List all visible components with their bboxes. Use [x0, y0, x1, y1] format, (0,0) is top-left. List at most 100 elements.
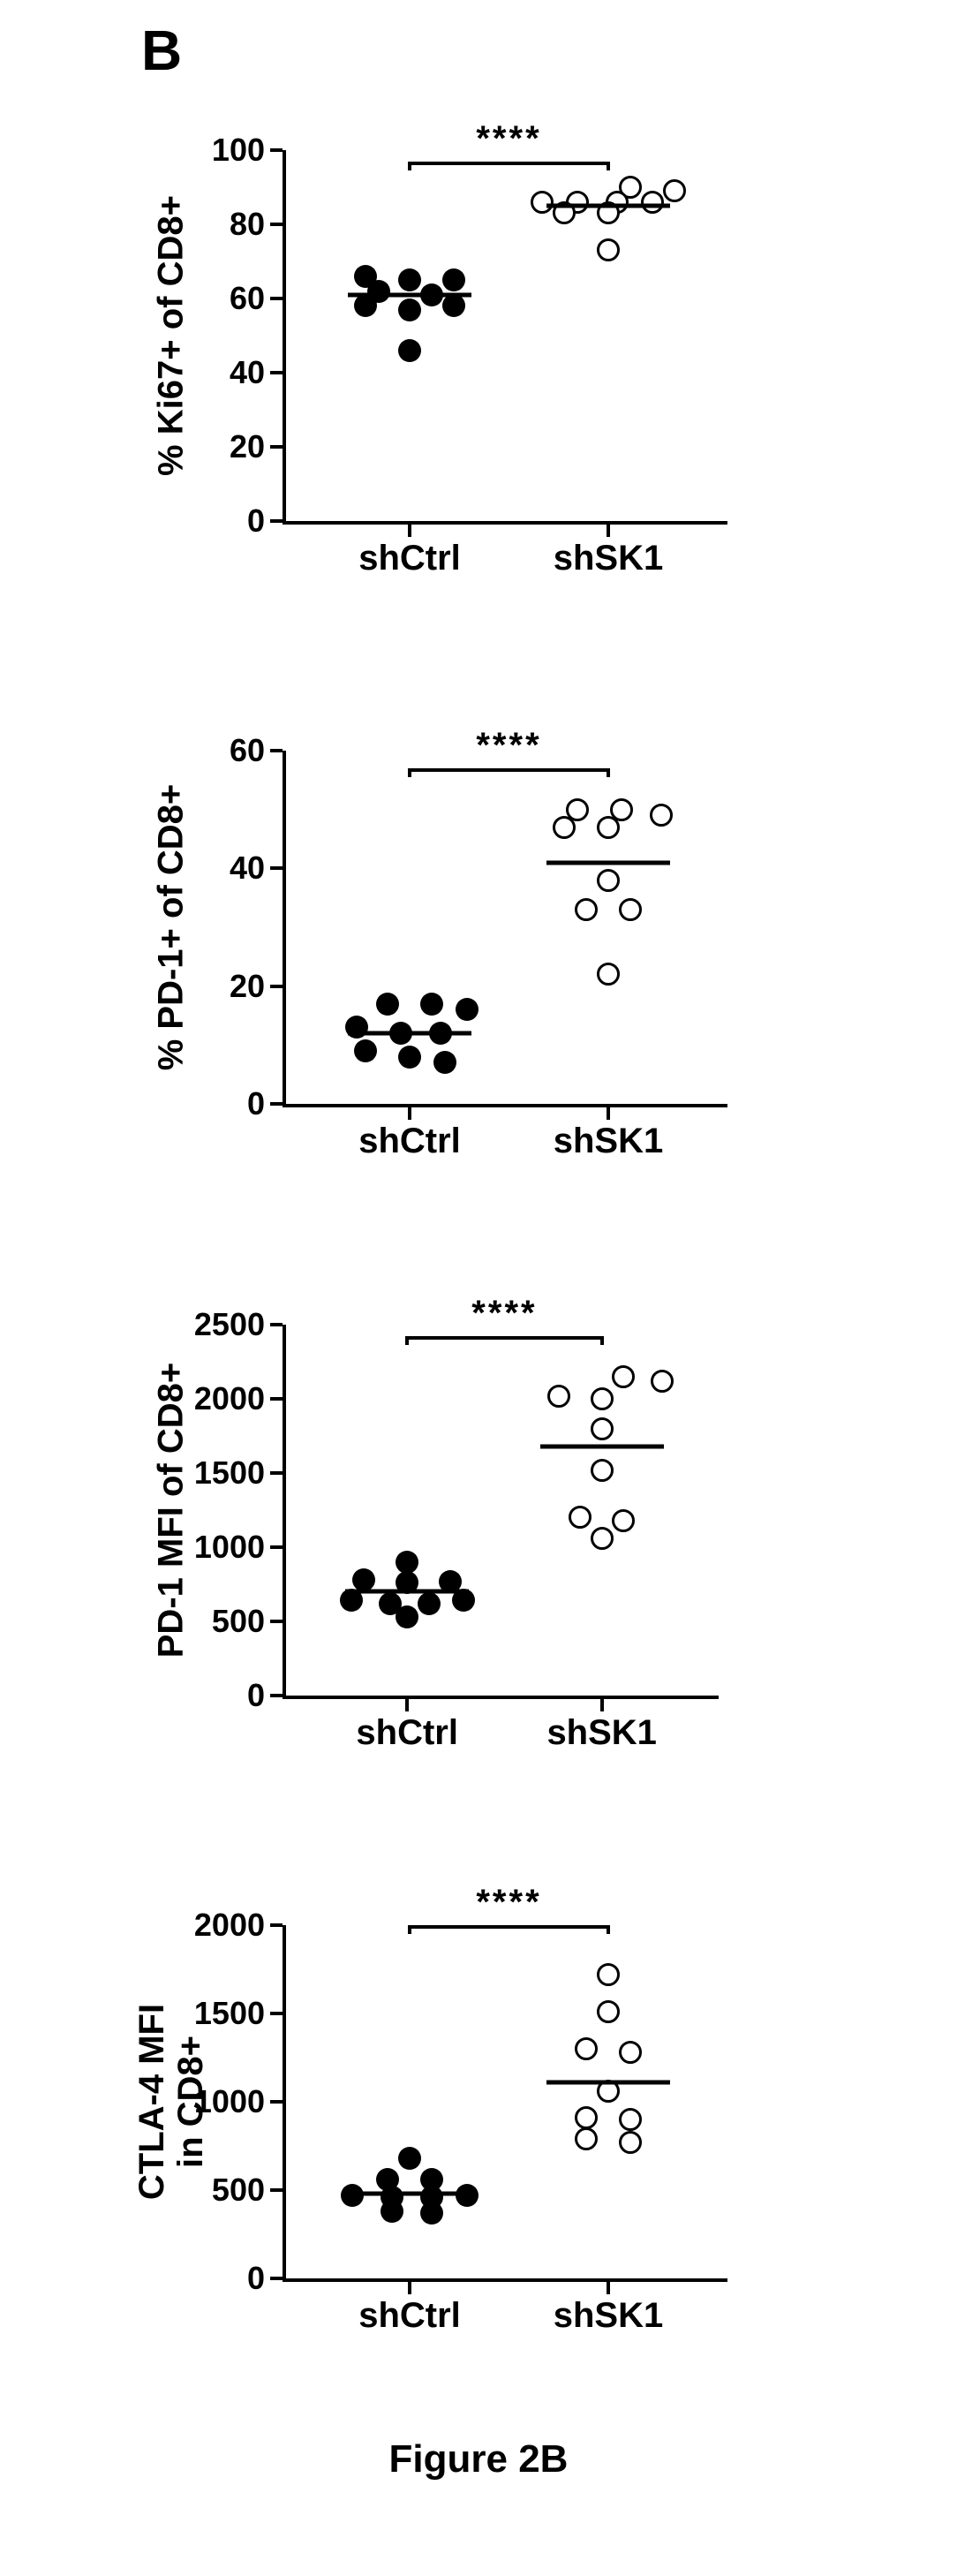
significance-bar-tick — [600, 1336, 604, 1345]
x-tick-label: shCtrl — [358, 2296, 461, 2336]
x-tick-label: shCtrl — [358, 1122, 461, 1161]
data-point — [612, 1509, 635, 1532]
mean-line — [546, 860, 670, 865]
panel-letter: B — [141, 18, 182, 83]
y-tick-label: 80 — [230, 206, 265, 243]
y-axis-label: % PD-1+ of CD8+ — [152, 784, 192, 1071]
data-point — [354, 294, 377, 317]
x-tick-label: shSK1 — [554, 539, 664, 578]
x-tick-label: shSK1 — [554, 2296, 664, 2336]
significance-bar-tick — [607, 1925, 610, 1934]
plot-area: 05001000150020002500shCtrlshSK1PD-1 MFI … — [283, 1325, 719, 1699]
data-point — [651, 1370, 674, 1393]
data-point — [376, 993, 399, 1016]
data-point — [531, 191, 554, 214]
data-point — [398, 1046, 421, 1069]
data-point — [569, 1506, 592, 1529]
data-point — [650, 804, 673, 827]
y-axis-label: % Ki67+ of CD8+ — [152, 195, 192, 476]
y-tick-label: 0 — [247, 502, 265, 540]
y-tick-label: 0 — [247, 1085, 265, 1122]
mean-line — [540, 1444, 664, 1448]
x-tick-label: shSK1 — [546, 1713, 657, 1753]
y-tick-label: 2500 — [194, 1306, 265, 1343]
y-tick — [270, 223, 283, 226]
data-point — [641, 191, 664, 214]
significance-label: **** — [476, 119, 541, 159]
plot-area: 020406080100shCtrlshSK1% Ki67+ of CD8+**… — [283, 150, 727, 525]
y-tick-label: 500 — [212, 2172, 265, 2209]
x-tick-label: shSK1 — [554, 1122, 664, 1161]
data-point — [612, 1365, 635, 1388]
data-point — [597, 963, 620, 986]
y-tick-label: 0 — [247, 1677, 265, 1714]
y-tick — [270, 445, 283, 449]
y-tick — [270, 985, 283, 988]
y-tick — [270, 749, 283, 752]
data-point — [418, 1592, 441, 1615]
y-tick — [270, 2277, 283, 2280]
y-tick — [270, 2100, 283, 2104]
significance-bar-tick — [405, 1336, 409, 1345]
x-tick-label: shCtrl — [358, 539, 461, 578]
data-point — [597, 869, 620, 892]
data-point — [597, 238, 620, 261]
data-point — [354, 1039, 377, 1062]
data-point — [619, 898, 642, 921]
x-tick — [607, 1107, 610, 1120]
data-point — [619, 2131, 642, 2154]
significance-bar — [410, 1925, 608, 1929]
y-tick-label: 1500 — [194, 1454, 265, 1492]
significance-bar-tick — [607, 768, 610, 777]
x-tick — [405, 1699, 409, 1711]
x-tick — [600, 1699, 604, 1711]
y-tick-label: 20 — [230, 968, 265, 1005]
y-tick — [270, 1620, 283, 1623]
y-tick-label: 2000 — [194, 1380, 265, 1417]
data-point — [591, 1417, 614, 1440]
data-point — [575, 2106, 598, 2129]
x-tick — [607, 525, 610, 537]
y-tick — [270, 2188, 283, 2192]
data-point — [396, 1605, 418, 1628]
x-tick — [408, 1107, 411, 1120]
data-point — [442, 268, 465, 291]
data-point — [420, 993, 443, 1016]
data-point — [591, 1527, 614, 1550]
y-tick-label: 40 — [230, 354, 265, 391]
y-tick-label: 2000 — [194, 1907, 265, 1944]
y-tick — [270, 148, 283, 152]
y-tick-label: 0 — [247, 2260, 265, 2297]
y-tick-label: 100 — [212, 132, 265, 169]
significance-bar-tick — [607, 162, 610, 170]
data-point — [591, 1459, 614, 1482]
y-tick-label: 20 — [230, 428, 265, 465]
data-point — [591, 1387, 614, 1410]
x-tick — [607, 2282, 610, 2294]
y-tick-label: 40 — [230, 850, 265, 887]
y-tick — [270, 2012, 283, 2015]
figure-caption: Figure 2B — [258, 2437, 699, 2482]
mean-line — [348, 1031, 471, 1036]
significance-bar — [407, 1336, 602, 1340]
plot-area: 0204060shCtrlshSK1% PD-1+ of CD8+**** — [283, 751, 727, 1107]
mean-line — [546, 204, 670, 208]
y-tick-label: 500 — [212, 1603, 265, 1640]
panel-ki67: 020406080100shCtrlshSK1% Ki67+ of CD8+**… — [124, 150, 742, 525]
panel-ctla4: 0500100015002000shCtrlshSK1CTLA-4 MFIin … — [124, 1925, 742, 2282]
data-point — [396, 1551, 418, 1574]
figure-root: B 020406080100shCtrlshSK1% Ki67+ of CD8+… — [0, 0, 957, 2576]
y-tick-label: 1000 — [194, 1529, 265, 1566]
panel-pd1pct: 0204060shCtrlshSK1% PD-1+ of CD8+**** — [124, 751, 742, 1107]
data-point — [352, 1568, 375, 1591]
y-tick — [270, 1694, 283, 1697]
y-tick-label: 60 — [230, 280, 265, 317]
y-tick — [270, 1471, 283, 1475]
data-point — [398, 268, 421, 291]
y-tick — [270, 1323, 283, 1326]
data-point — [597, 2000, 620, 2023]
y-tick — [270, 1397, 283, 1401]
data-point — [553, 816, 576, 839]
panel-pd1mfi: 05001000150020002500shCtrlshSK1PD-1 MFI … — [124, 1325, 742, 1699]
significance-bar — [410, 768, 608, 772]
